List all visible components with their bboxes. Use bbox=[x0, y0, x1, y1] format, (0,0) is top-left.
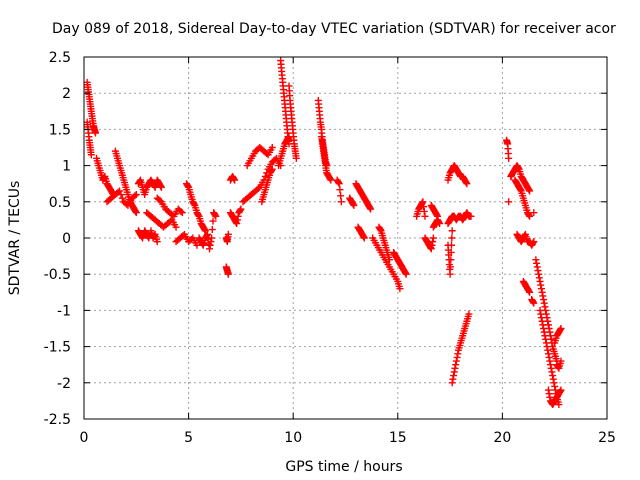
data-point-marker bbox=[208, 234, 216, 242]
data-point-marker bbox=[237, 205, 245, 213]
data-point-marker bbox=[446, 263, 454, 271]
data-point-marker bbox=[402, 270, 410, 278]
data-point-marker bbox=[463, 180, 471, 188]
data-point-marker bbox=[526, 187, 534, 195]
data-point-marker bbox=[261, 172, 269, 180]
data-point-marker bbox=[530, 238, 538, 246]
y-tick-label: 2 bbox=[62, 86, 71, 102]
data-point-marker bbox=[447, 248, 455, 256]
y-tick-label: -2.5 bbox=[44, 412, 71, 428]
data-point-marker bbox=[465, 310, 473, 318]
data-point-marker bbox=[268, 165, 276, 173]
y-tick-label: 0.5 bbox=[49, 195, 71, 211]
data-point-marker bbox=[157, 183, 165, 191]
data-point-marker bbox=[224, 270, 232, 278]
y-tick-label: 1 bbox=[62, 159, 71, 175]
data-point-marker bbox=[360, 234, 368, 242]
data-point-marker bbox=[254, 185, 262, 193]
data-point-marker bbox=[178, 209, 186, 217]
x-tick-label: 0 bbox=[80, 430, 89, 446]
data-point-marker bbox=[156, 197, 164, 205]
y-tick-label: 1.5 bbox=[49, 122, 71, 138]
data-point-marker bbox=[87, 151, 95, 159]
x-tick-label: 5 bbox=[184, 430, 193, 446]
data-point-marker bbox=[421, 212, 429, 220]
data-point-marker bbox=[526, 212, 534, 220]
x-axis: 0 5 10 15 20 25 bbox=[80, 57, 616, 446]
data-point-marker bbox=[557, 357, 565, 365]
data-point-marker bbox=[177, 207, 185, 215]
data-point-marker bbox=[557, 325, 565, 332]
data-point-marker bbox=[201, 227, 209, 235]
data-point-marker bbox=[467, 212, 475, 220]
data-point-marker bbox=[285, 133, 293, 141]
data-point-marker bbox=[447, 241, 455, 249]
y-tick-label: 2.5 bbox=[49, 50, 71, 66]
data-point-marker bbox=[367, 205, 375, 213]
x-tick-label: 25 bbox=[598, 430, 616, 446]
chart-title: Day 089 of 2018, Sidereal Day-to-day VTE… bbox=[52, 21, 616, 37]
data-point-marker bbox=[132, 191, 140, 199]
y-tick-label: -1.5 bbox=[44, 340, 71, 356]
y-tick-label: 0 bbox=[62, 231, 71, 247]
data-point-marker bbox=[446, 270, 454, 278]
data-point-marker bbox=[385, 256, 393, 264]
y-tick-label: -1 bbox=[57, 303, 71, 319]
data-point-marker bbox=[224, 230, 232, 238]
data-point-marker bbox=[429, 234, 437, 242]
data-point-marker bbox=[448, 234, 456, 242]
data-point-marker bbox=[505, 198, 513, 206]
data-point-marker bbox=[172, 223, 180, 231]
data-point-marker bbox=[337, 198, 345, 206]
y-tick-label: -0.5 bbox=[44, 267, 71, 283]
grid-lines bbox=[84, 57, 607, 419]
data-point-marker bbox=[116, 187, 124, 195]
data-point-marker bbox=[153, 238, 161, 246]
data-point-marker bbox=[436, 220, 444, 228]
y-axis-label: SDTVAR / TECUs bbox=[7, 181, 23, 296]
data-point-marker bbox=[448, 227, 456, 235]
data-point-marker bbox=[350, 201, 358, 209]
data-points bbox=[83, 57, 565, 409]
data-point-marker bbox=[117, 191, 125, 199]
y-axis: -2.5 -2 -1.5 -1 -0.5 0 0.5 1 1.5 2 2.5 bbox=[44, 50, 607, 428]
data-point-marker bbox=[447, 256, 455, 264]
data-point-marker bbox=[557, 386, 565, 394]
x-tick-label: 20 bbox=[493, 430, 511, 446]
data-point-marker bbox=[212, 212, 220, 220]
data-point-marker bbox=[208, 226, 216, 234]
data-point-marker bbox=[396, 285, 404, 293]
data-point-marker bbox=[193, 241, 201, 249]
data-point-marker bbox=[526, 288, 534, 296]
y-tick-label: -2 bbox=[57, 376, 71, 392]
data-point-marker bbox=[530, 299, 538, 307]
data-point-marker bbox=[268, 144, 276, 151]
data-point-marker bbox=[132, 209, 140, 217]
data-point-marker bbox=[327, 176, 335, 184]
data-point-marker bbox=[292, 154, 300, 162]
data-point-marker bbox=[131, 192, 139, 200]
data-point-marker bbox=[555, 401, 563, 409]
data-point-marker bbox=[92, 129, 100, 137]
data-point-marker bbox=[530, 209, 538, 217]
data-point-marker bbox=[118, 194, 126, 202]
data-point-marker bbox=[337, 192, 345, 200]
x-tick-label: 15 bbox=[389, 430, 407, 446]
data-point-marker bbox=[209, 217, 217, 225]
data-point-marker bbox=[505, 154, 513, 162]
data-point-marker bbox=[335, 180, 343, 188]
data-point-marker bbox=[336, 186, 344, 194]
x-axis-label: GPS time / hours bbox=[285, 459, 402, 475]
x-tick-label: 10 bbox=[284, 430, 302, 446]
data-point-marker bbox=[231, 176, 239, 184]
